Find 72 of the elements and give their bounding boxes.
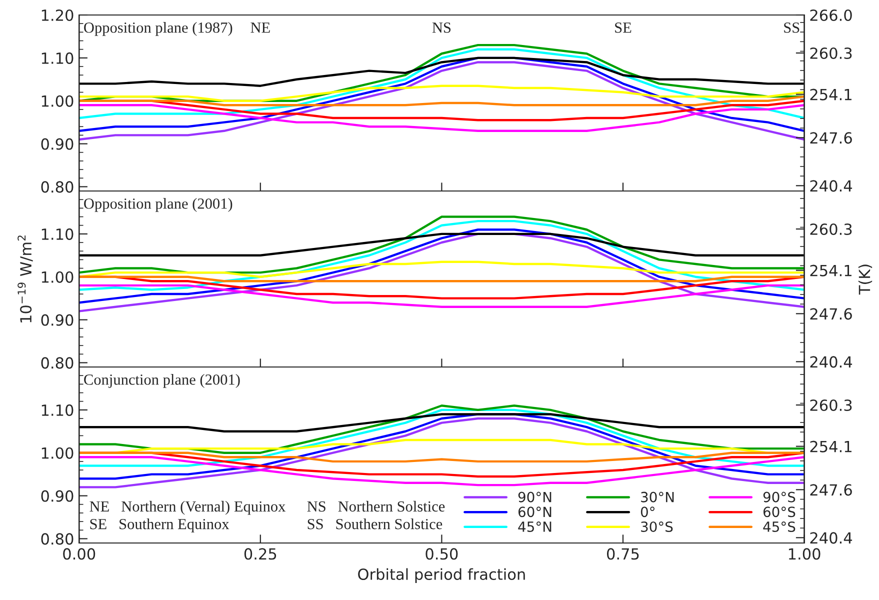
line-series <box>79 61 804 141</box>
legend-label: 90°S <box>763 492 796 502</box>
y2-tick-label: 260.3 <box>810 223 852 236</box>
line-series <box>79 413 804 480</box>
x-tick-label: 0.50 <box>426 548 458 560</box>
y2-tick-label: 240.4 <box>810 532 852 544</box>
line-series <box>79 452 804 463</box>
line-series <box>79 220 804 291</box>
x-axis-title: Orbital period fraction <box>358 568 525 583</box>
y-tick-label: 1.10 <box>42 52 74 64</box>
legend-label: 30°S <box>641 521 673 532</box>
y2-tick-label: 247.6 <box>810 308 852 320</box>
line-series <box>79 84 804 102</box>
y-tick-label: 0.80 <box>41 357 74 369</box>
y-tick-label: 0.80 <box>41 533 74 545</box>
y2-tick-label: 266.0 <box>810 9 852 22</box>
legend-label: 0° <box>640 506 654 518</box>
annotation: Opposition plane (1987) <box>84 22 232 36</box>
y2-tick-label: 240.4 <box>810 180 852 192</box>
y-tick-label: 1.20 <box>42 9 74 22</box>
y2-tick-label: 254.1 <box>810 88 852 100</box>
line-series <box>79 413 804 432</box>
annotation: NE Northern (Vernal) Equinox <box>90 500 286 515</box>
legend-label: 45°N <box>518 521 552 532</box>
y-tick-label: 1.00 <box>42 447 74 459</box>
y2-tick-label: 247.6 <box>810 484 852 496</box>
x-tick-label: 0.00 <box>63 548 96 560</box>
line-series <box>79 104 804 132</box>
legend-label: 90°N <box>518 492 552 502</box>
line-series <box>79 456 804 486</box>
y-tick-label: 0.80 <box>41 181 74 193</box>
annotation: SE <box>615 22 632 33</box>
x-tick-label: 0.75 <box>606 548 639 560</box>
annotation: SS Southern Solstice <box>308 518 442 530</box>
y-tick-label: 1.10 <box>42 404 74 416</box>
y2-tick-label: 240.4 <box>810 356 852 368</box>
y2-tick-label: 254.1 <box>810 264 852 276</box>
y-tick-label: 1.00 <box>42 271 74 283</box>
y2-tick-label: 260.3 <box>810 47 852 60</box>
y2-tick-label: 260.3 <box>810 399 852 412</box>
legend-label: 45°S <box>763 521 796 532</box>
line-series <box>79 56 804 87</box>
line-series <box>79 95 804 106</box>
x-tick-label: 1.00 <box>788 548 820 560</box>
legend-label: 30°N <box>641 492 674 502</box>
annotation: Opposition plane (2001) <box>84 198 232 212</box>
y-tick-label: 1.10 <box>42 228 74 240</box>
y2-axis-title: T(K) <box>858 264 872 295</box>
line-series <box>79 284 804 308</box>
line-series <box>79 56 804 132</box>
annotation: Conjunction plane (2001) <box>84 374 240 388</box>
x-tick-label: 0.25 <box>244 548 276 560</box>
legend-label: 60°S <box>763 506 796 518</box>
line-series <box>79 408 804 467</box>
annotation: NE <box>250 22 270 33</box>
y2-tick-label: 247.6 <box>810 132 852 144</box>
annotation: NS Northern Solstice <box>307 500 445 512</box>
annotation: NS <box>432 22 451 33</box>
y-tick-label: 0.90 <box>41 490 74 502</box>
line-series <box>79 232 804 256</box>
annotation: SE Southern Equinox <box>90 518 230 532</box>
y-axis-title: 10$^{−19}$ W/m$^{2}$ <box>18 236 33 322</box>
annotation: SS <box>784 22 800 33</box>
legend-label: 60°N <box>518 506 552 518</box>
y-tick-label: 0.90 <box>41 138 74 150</box>
y-tick-label: 0.90 <box>41 314 74 326</box>
y2-tick-label: 254.1 <box>810 440 852 452</box>
line-series <box>79 404 804 454</box>
line-series <box>79 48 804 120</box>
line-series <box>79 216 804 274</box>
line-series <box>79 417 804 488</box>
y-tick-label: 1.00 <box>42 95 74 107</box>
